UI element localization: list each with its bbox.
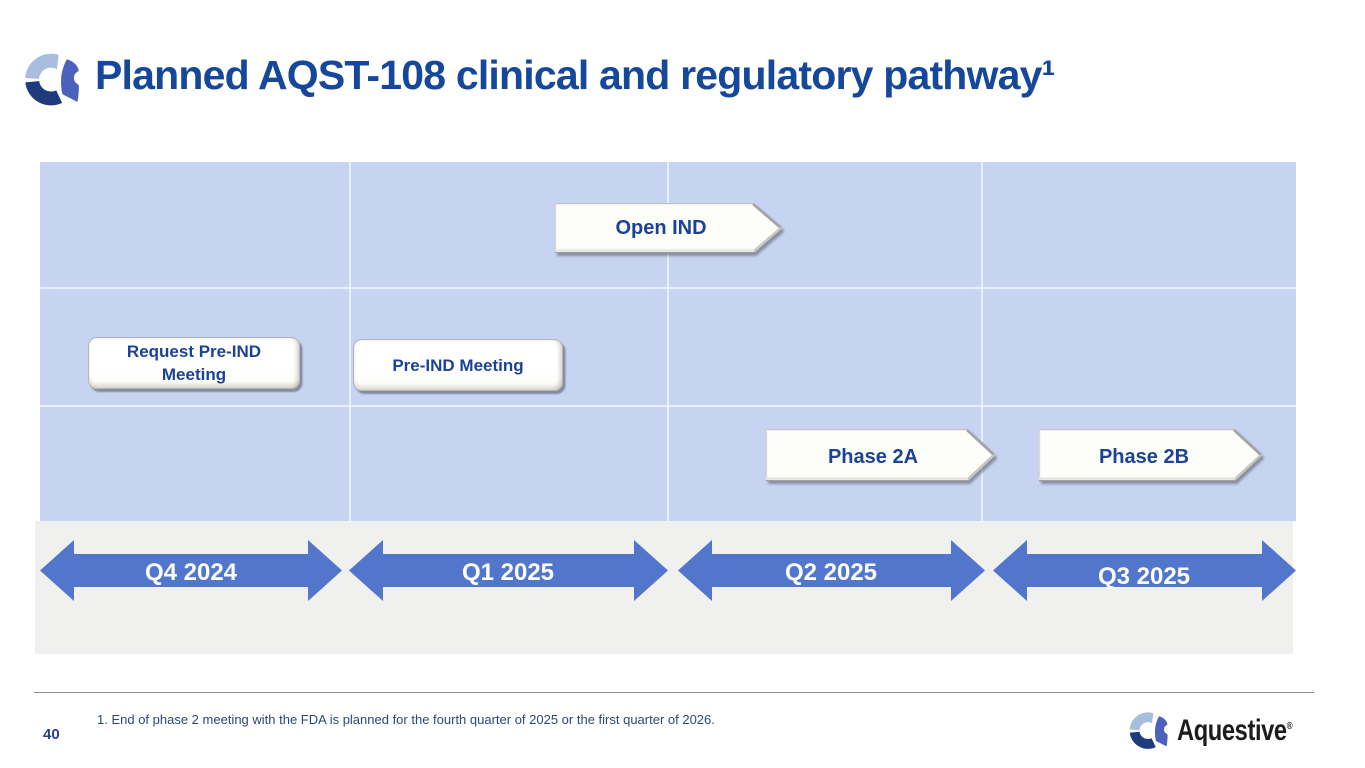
svg-text:Q3 2025: Q3 2025	[1098, 563, 1190, 590]
svg-text:Q2 2025: Q2 2025	[785, 559, 877, 586]
svg-text:Q4 2024: Q4 2024	[145, 559, 238, 586]
svg-text:Q1 2025: Q1 2025	[462, 559, 554, 586]
